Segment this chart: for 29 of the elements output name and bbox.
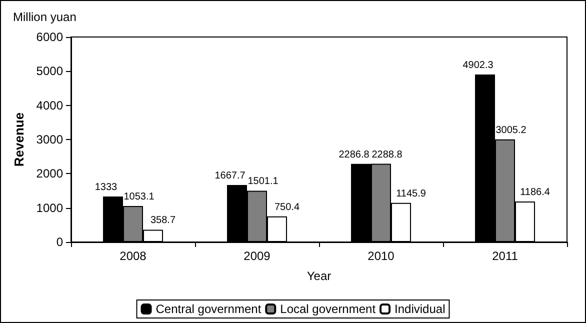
x-tick-label: 2010 — [368, 249, 395, 263]
y-tick-label: 0 — [56, 235, 64, 249]
legend-label: Central government — [156, 302, 262, 316]
data-label: 1145.9 — [396, 188, 426, 200]
data-label: 358.7 — [150, 215, 176, 226]
y-tick-label: 3000 — [36, 132, 64, 146]
legend-label: Local government — [280, 302, 376, 316]
y-tick-label: 2000 — [36, 166, 64, 181]
legend-label: Individual — [394, 302, 446, 316]
data-label: 2286.8 — [338, 149, 370, 160]
text: Million yuan — [13, 10, 76, 24]
data-label: 1333 — [94, 182, 118, 193]
y-tick-label: 6000 — [36, 30, 64, 44]
data-label: 750.4 — [274, 202, 300, 213]
x-tick-label: 2011 — [492, 249, 518, 263]
data-label: 1667.7 — [214, 170, 246, 182]
data-label: 1501.1 — [248, 176, 279, 188]
data-label: 3005.2 — [496, 124, 527, 136]
x-axis-title: Year — [306, 269, 332, 283]
x-tick-label: 2009 — [244, 249, 271, 263]
y-axis-title: Revenue — [11, 112, 26, 167]
data-label: 1186.4 — [520, 186, 550, 198]
y-tick-label: 5000 — [36, 64, 64, 78]
data-label: 2288.8 — [372, 149, 403, 160]
data-label: 1053.1 — [124, 192, 155, 203]
data-label: 4902.3 — [462, 60, 494, 72]
x-tick-label: 2008 — [120, 249, 147, 263]
y-tick-label: 4000 — [36, 98, 64, 112]
y-tick-label: 1000 — [36, 200, 64, 215]
